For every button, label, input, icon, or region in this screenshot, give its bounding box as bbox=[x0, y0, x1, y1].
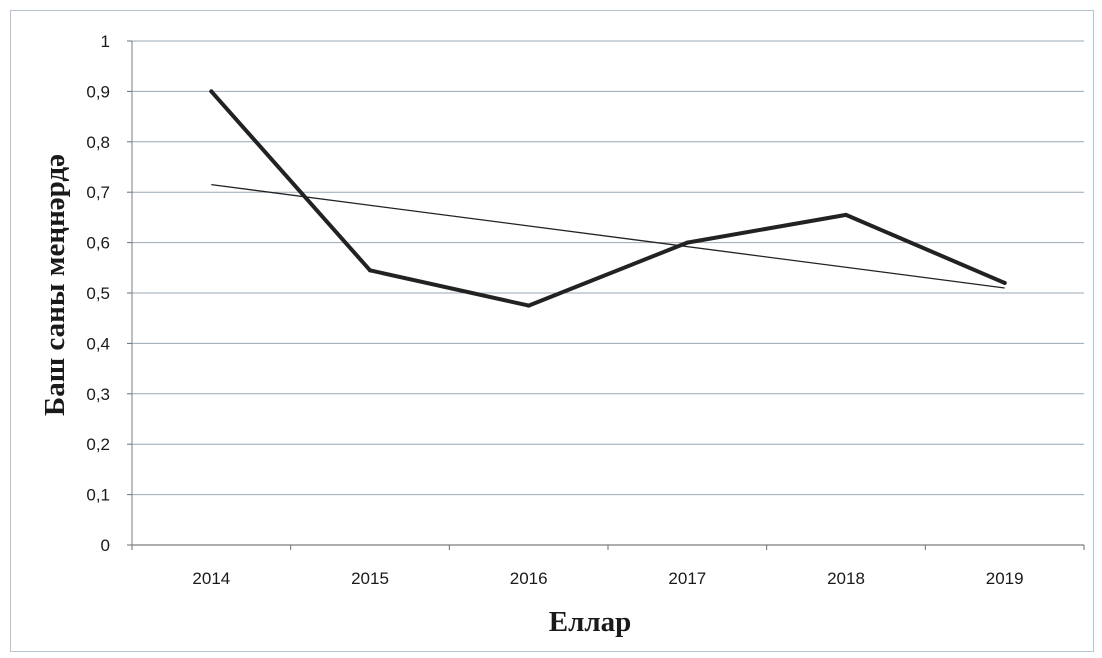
data-point bbox=[844, 212, 848, 217]
y-tick-label: 0,7 bbox=[86, 183, 110, 202]
y-tick-label: 0,8 bbox=[86, 133, 110, 152]
y-tick-label: 0,5 bbox=[86, 284, 110, 303]
data-point bbox=[368, 268, 372, 273]
y-tick-label: 0,2 bbox=[86, 435, 110, 454]
data-point bbox=[685, 240, 690, 245]
y-tick-labels: 0 0,1 0,2 0,3 0,4 0,5 0,6 0,7 0,8 0,9 1 bbox=[86, 32, 110, 555]
gridlines bbox=[132, 40, 1084, 496]
trendline-group bbox=[211, 183, 1005, 289]
series-line bbox=[209, 89, 1007, 308]
x-tick-label: 2016 bbox=[510, 569, 548, 588]
y-tick-label: 1 bbox=[101, 32, 110, 51]
trendline bbox=[211, 183, 1005, 289]
data-point bbox=[1002, 280, 1007, 285]
y-tick-label: 0,6 bbox=[86, 234, 110, 253]
x-tick-label: 2015 bbox=[351, 569, 389, 588]
x-axis-title: Еллар bbox=[549, 606, 632, 638]
x-tick-label: 2019 bbox=[986, 569, 1024, 588]
y-axis-title: Баш саны меңнәрдә bbox=[39, 154, 71, 416]
x-tick-label: 2014 bbox=[192, 569, 230, 588]
data-point bbox=[209, 89, 214, 94]
y-tick-label: 0,1 bbox=[86, 486, 110, 505]
y-tick-label: 0 bbox=[101, 536, 110, 555]
x-tick-label: 2018 bbox=[827, 569, 865, 588]
x-tick-labels: 2014 2015 2016 2017 2018 2019 bbox=[192, 569, 1023, 588]
data-point bbox=[526, 303, 531, 308]
y-tick-label: 0,3 bbox=[86, 385, 110, 404]
axes bbox=[127, 40, 1085, 550]
series-group bbox=[209, 89, 1007, 308]
x-tick-label: 2017 bbox=[668, 569, 706, 588]
y-tick-label: 0,4 bbox=[86, 334, 110, 353]
y-tick-label: 0,9 bbox=[86, 82, 110, 101]
